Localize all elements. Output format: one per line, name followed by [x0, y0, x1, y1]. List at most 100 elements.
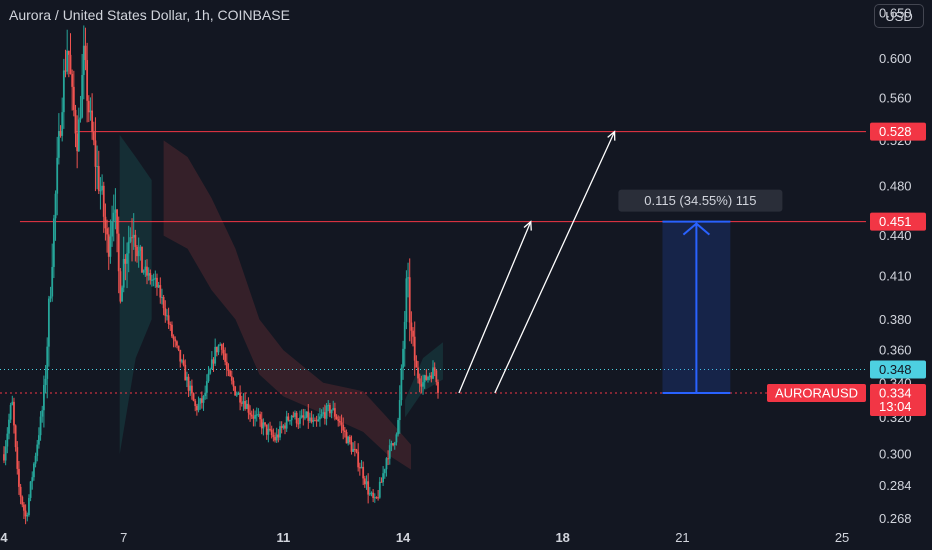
projection-arrows[interactable] [458, 130, 616, 394]
candle-body [124, 258, 127, 264]
candle-body [279, 426, 281, 438]
candle-body [418, 378, 421, 385]
candle-body [16, 447, 19, 469]
candle-body [342, 424, 345, 431]
candle-body [194, 400, 197, 407]
candle-body [247, 403, 250, 413]
current-price-box [870, 383, 926, 416]
candle-body [6, 433, 9, 447]
candle-body [377, 497, 380, 499]
candle-body [23, 504, 25, 511]
candle-body [69, 54, 72, 75]
candle-body [189, 385, 192, 391]
candle-body [199, 398, 202, 404]
candle-body [117, 233, 120, 272]
candle-body [332, 408, 335, 410]
candle-body [162, 297, 165, 309]
candle-body [264, 422, 266, 425]
candle-body [317, 419, 320, 422]
candle-body [127, 241, 130, 254]
candle-body [62, 70, 65, 113]
candle-body [76, 133, 79, 152]
candle-body [405, 278, 408, 322]
candle-body [355, 449, 358, 452]
y-tick-label: 0.560 [879, 91, 912, 106]
candle-body [422, 382, 424, 387]
candle-body [104, 216, 107, 229]
candle-body [252, 416, 255, 419]
candle-body [292, 415, 295, 417]
candle-body [385, 458, 388, 470]
candle-body [126, 253, 128, 264]
candle-body [309, 417, 311, 421]
candle-body [285, 416, 288, 429]
candle-body [319, 416, 321, 420]
candle-body [270, 429, 273, 436]
candle-body [42, 384, 45, 411]
resistance-price-label: 0.528 [879, 124, 912, 139]
candle-body [244, 401, 247, 409]
candle-body [225, 361, 228, 370]
candle-body [397, 420, 399, 435]
candle-body [79, 117, 82, 120]
x-tick-label: 25 [835, 530, 849, 545]
candle-body [294, 412, 296, 417]
candle-body [304, 417, 306, 419]
candle-body [38, 435, 40, 445]
candle-body [408, 277, 411, 323]
candle-body [161, 297, 163, 299]
currency-button[interactable]: USD [874, 4, 924, 28]
candle-body [156, 277, 158, 288]
candle-body [129, 237, 132, 242]
candle-body [197, 403, 200, 411]
candle-body [109, 236, 112, 257]
candle-body [141, 246, 143, 273]
y-tick-label: 0.410 [879, 268, 912, 283]
candle-body [413, 336, 416, 361]
candle-body [215, 346, 218, 353]
measure-label-box [618, 189, 783, 212]
x-tick-label: 14 [396, 530, 411, 545]
current-price-label: 0.334 [879, 385, 912, 400]
cloud-green-band [119, 134, 152, 455]
candle-body [410, 322, 413, 331]
candle-body [363, 478, 366, 485]
measure-tool[interactable]: 0.115 (34.55%) 115 [618, 189, 783, 394]
candle-body [249, 412, 251, 415]
candle-body [430, 375, 433, 379]
x-tick-label: 11 [276, 530, 290, 545]
candle-body [52, 218, 55, 267]
candle-body [388, 445, 391, 459]
candle-body [151, 279, 153, 281]
candle-body [295, 412, 298, 424]
candle-body [18, 468, 20, 487]
candle-body [305, 411, 308, 418]
candle-body [290, 415, 293, 421]
candle-body [74, 109, 77, 134]
candle-body [137, 250, 140, 257]
y-tick-label: 0.300 [879, 447, 912, 462]
candle-body [375, 497, 378, 499]
candle-body [234, 386, 237, 396]
candle-body [235, 394, 238, 396]
y-tick-label: 0.284 [879, 478, 912, 493]
candlestick-series [3, 25, 439, 525]
candle-body [302, 415, 305, 418]
candle-body [255, 414, 258, 416]
candle-body [171, 324, 173, 337]
candle-body [395, 434, 398, 443]
candle-body [204, 392, 207, 397]
candle-body [209, 369, 212, 374]
candle-body [362, 466, 365, 479]
candle-body [367, 481, 370, 495]
candle-body [329, 405, 331, 414]
x-tick-label: 21 [675, 530, 689, 545]
x-tick-label: 18 [555, 530, 569, 545]
candle-body [57, 131, 60, 158]
candle-body [192, 393, 195, 401]
candle-body [107, 234, 110, 257]
symbol-label-box [767, 383, 866, 402]
candle-body [121, 287, 123, 302]
candle-body [437, 381, 439, 393]
